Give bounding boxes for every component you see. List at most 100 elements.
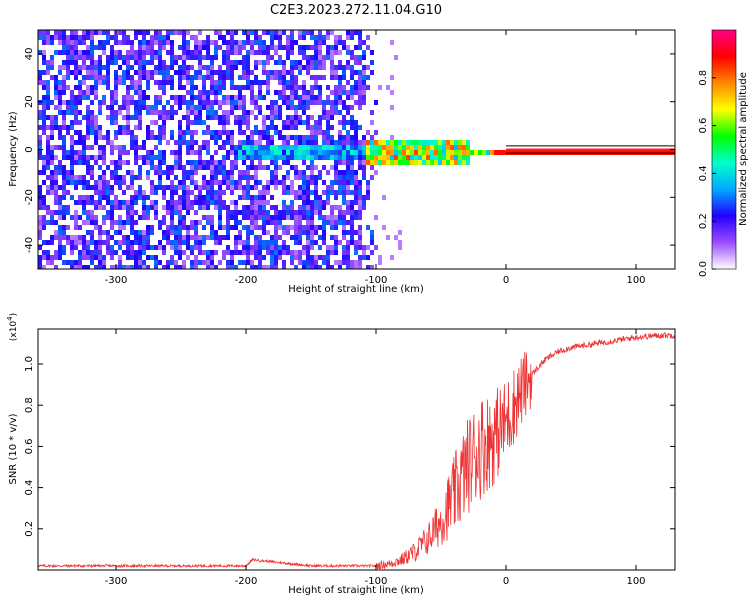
heatmap-cell	[394, 145, 398, 150]
heatmap-cell	[162, 70, 166, 75]
heatmap-cell	[270, 205, 274, 210]
heatmap-cell	[110, 175, 114, 180]
heatmap-cell	[134, 105, 138, 110]
heatmap-cell	[254, 115, 258, 120]
heatmap-cell	[122, 175, 126, 180]
heatmap-cell	[162, 155, 166, 160]
heatmap-cell	[314, 210, 318, 215]
heatmap-cell	[362, 100, 366, 105]
heatmap-cell	[42, 225, 46, 230]
heatmap-cell	[138, 100, 142, 105]
heatmap-cell	[126, 250, 130, 255]
heatmap-cell	[242, 140, 246, 145]
heatmap-cell	[366, 265, 370, 269]
heatmap-cell	[338, 215, 342, 220]
heatmap-cell	[230, 75, 234, 80]
heatmap-cell	[94, 255, 98, 260]
heatmap-cell	[214, 40, 218, 45]
heatmap-cell	[126, 210, 130, 215]
heatmap-cell	[402, 155, 406, 160]
heatmap-cell	[42, 110, 46, 115]
heatmap-cell	[82, 210, 86, 215]
heatmap-cell	[94, 245, 98, 250]
heatmap-cell	[150, 135, 154, 140]
heatmap-cell	[174, 190, 178, 195]
heatmap-cell	[330, 50, 334, 55]
heatmap-cell	[270, 240, 274, 245]
heatmap-cell	[290, 150, 294, 155]
heatmap-cell	[334, 70, 338, 75]
heatmap-cell	[174, 185, 178, 190]
heatmap-cell	[262, 165, 266, 170]
heatmap-cell	[186, 235, 190, 240]
heatmap-cell	[306, 140, 310, 145]
heatmap-cell	[146, 240, 150, 245]
heatmap-cell	[190, 200, 194, 205]
heatmap-cell	[162, 190, 166, 195]
heatmap-cell	[262, 40, 266, 45]
heatmap-cell	[50, 150, 54, 155]
heatmap-cell	[86, 170, 90, 175]
heatmap-cell	[274, 185, 278, 190]
heatmap-cell	[66, 190, 70, 195]
heatmap-cell	[110, 50, 114, 55]
heatmap-cell	[314, 50, 318, 55]
heatmap-cell	[198, 160, 202, 165]
colorbar-tick-label: 0.8	[698, 70, 709, 86]
heatmap-cell	[222, 255, 226, 260]
heatmap-cell	[222, 170, 226, 175]
heatmap-cell	[230, 265, 234, 269]
heatmap-cell	[122, 225, 126, 230]
heatmap-cell	[338, 220, 342, 225]
heatmap-cell	[54, 35, 58, 40]
heatmap-cell	[394, 150, 398, 155]
heatmap-cell	[166, 200, 170, 205]
heatmap-cell	[326, 100, 330, 105]
heatmap-cell	[474, 150, 478, 155]
heatmap-cell	[70, 95, 74, 100]
heatmap-cell	[58, 95, 62, 100]
heatmap-cell	[226, 75, 230, 80]
heatmap-cell	[138, 145, 142, 150]
heatmap-cell	[178, 195, 182, 200]
heatmap-cell	[218, 220, 222, 225]
heatmap-cell	[130, 205, 134, 210]
heatmap-cell	[182, 130, 186, 135]
heatmap-cell	[350, 35, 354, 40]
heatmap-cell	[218, 100, 222, 105]
heatmap-cell	[358, 165, 362, 170]
heatmap-cell	[282, 65, 286, 70]
heatmap-cell	[594, 150, 598, 155]
heatmap-cell	[346, 60, 350, 65]
heatmap-cell	[174, 175, 178, 180]
heatmap-cell	[502, 150, 506, 155]
snr-y-scale-label: (x104)	[6, 313, 19, 341]
heatmap-cell	[54, 200, 58, 205]
heatmap-cell	[302, 100, 306, 105]
heatmap-cell	[358, 215, 362, 220]
heatmap-cell	[310, 175, 314, 180]
heatmap-cell	[270, 105, 274, 110]
heatmap-cell	[178, 245, 182, 250]
heatmap-cell	[558, 150, 562, 155]
heatmap-cell	[54, 250, 58, 255]
heatmap-cell	[162, 85, 166, 90]
heatmap-cell	[70, 120, 74, 125]
heatmap-cell	[254, 240, 258, 245]
heatmap-cell	[170, 150, 174, 155]
heatmap-cell	[170, 210, 174, 215]
heatmap-cell	[194, 185, 198, 190]
heatmap-cell	[266, 185, 270, 190]
heatmap-cell	[142, 210, 146, 215]
heatmap-cell	[146, 125, 150, 130]
heatmap-cell	[430, 145, 434, 150]
heatmap-cell	[218, 30, 222, 35]
heatmap-cell	[102, 30, 106, 35]
heatmap-cell	[214, 140, 218, 145]
heatmap-cell	[174, 240, 178, 245]
heatmap-cell	[294, 215, 298, 220]
heatmap-cell	[294, 115, 298, 120]
heatmap-cell	[134, 115, 138, 120]
heatmap-cell	[454, 145, 458, 150]
heatmap-cell	[210, 175, 214, 180]
